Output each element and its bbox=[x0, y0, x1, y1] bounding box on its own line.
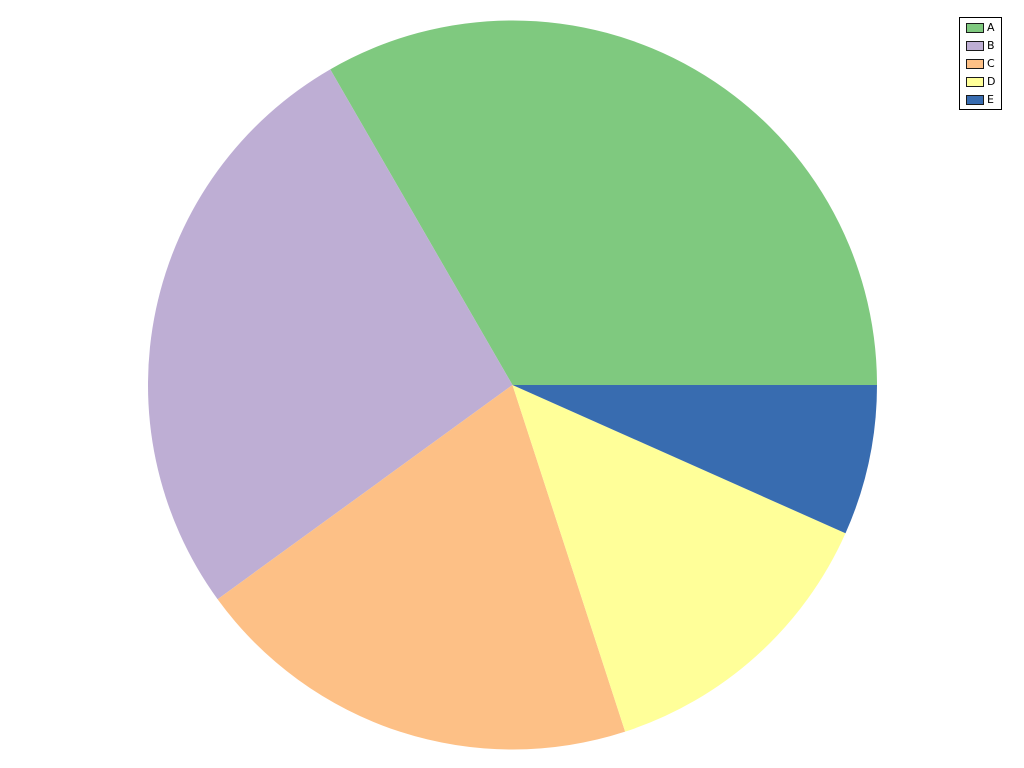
legend-swatch bbox=[966, 59, 984, 69]
legend-label: B bbox=[987, 39, 995, 52]
legend-label: C bbox=[987, 57, 995, 70]
legend-item-E: E bbox=[966, 93, 1001, 106]
pie-slice-B bbox=[147, 69, 513, 600]
legend-label: A bbox=[987, 21, 995, 34]
legend-swatch bbox=[966, 23, 984, 33]
legend-swatch bbox=[966, 41, 984, 51]
pie-slice-E bbox=[512, 385, 877, 534]
pie-slice-A bbox=[330, 20, 877, 386]
legend-swatch bbox=[966, 95, 984, 105]
pie-slice-D bbox=[512, 385, 846, 732]
legend-label: E bbox=[987, 93, 994, 106]
legend-item-B: B bbox=[966, 39, 1001, 52]
legend-item-D: D bbox=[966, 75, 1001, 88]
legend-item-C: C bbox=[966, 57, 1001, 70]
pie-slice-C bbox=[217, 385, 626, 750]
legend-item-A: A bbox=[966, 21, 1001, 34]
legend-label: D bbox=[987, 75, 996, 88]
legend-swatch bbox=[966, 77, 984, 87]
